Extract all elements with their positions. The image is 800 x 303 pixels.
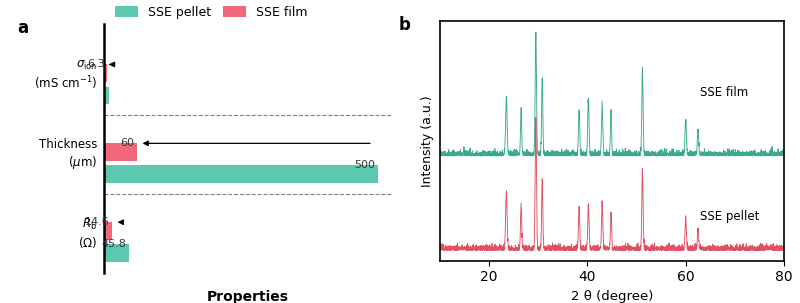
- Text: Properties: Properties: [207, 290, 289, 303]
- Bar: [104, 65, 107, 82]
- Text: 45.8: 45.8: [102, 239, 126, 249]
- Text: 6.3: 6.3: [87, 59, 105, 69]
- Text: 14.6: 14.6: [85, 217, 110, 227]
- Text: 500: 500: [354, 160, 375, 170]
- Bar: [104, 165, 378, 183]
- Bar: [104, 143, 137, 161]
- Bar: [104, 244, 129, 262]
- Bar: [104, 87, 109, 104]
- Legend: SSE pellet, SSE film: SSE pellet, SSE film: [110, 1, 312, 24]
- Text: 60: 60: [120, 138, 134, 148]
- Text: b: b: [398, 16, 410, 35]
- Bar: [104, 222, 112, 240]
- Text: SSE pellet: SSE pellet: [701, 210, 760, 223]
- Y-axis label: Intensity (a.u.): Intensity (a.u.): [422, 95, 434, 187]
- Text: a: a: [18, 19, 29, 37]
- Text: SSE film: SSE film: [701, 86, 749, 98]
- X-axis label: 2 θ (degree): 2 θ (degree): [571, 290, 653, 303]
